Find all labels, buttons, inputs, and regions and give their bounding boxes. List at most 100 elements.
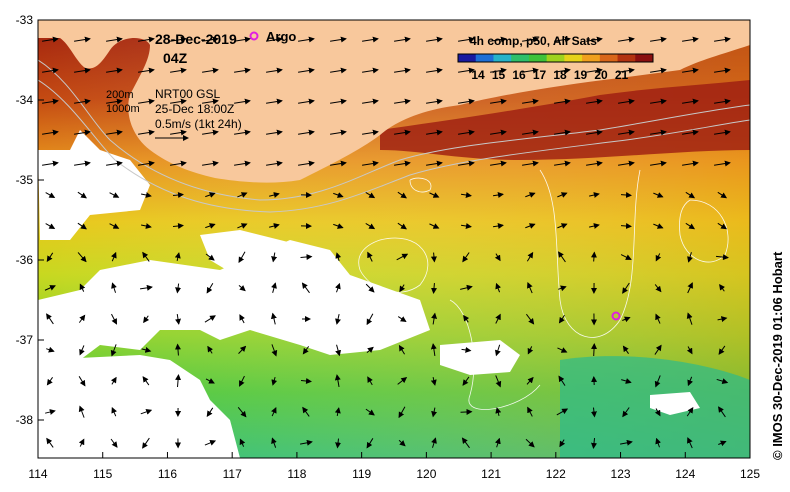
current-vector bbox=[686, 407, 694, 417]
velocity-scale-label: 0.5m/s (1kt 24h) bbox=[155, 117, 242, 131]
lon-tick-label: 118 bbox=[287, 467, 306, 481]
current-vector bbox=[682, 98, 699, 105]
lat-tick-label: -38 bbox=[16, 413, 34, 427]
current-vector bbox=[205, 378, 215, 384]
current-vector bbox=[362, 160, 379, 167]
current-vector bbox=[522, 98, 539, 105]
current-vector bbox=[655, 253, 662, 262]
current-vector bbox=[330, 36, 347, 43]
current-vector bbox=[650, 67, 667, 74]
current-vector bbox=[238, 251, 246, 264]
current-vector bbox=[46, 377, 53, 386]
current-vector bbox=[175, 374, 182, 388]
current-vector bbox=[717, 316, 728, 323]
current-vector bbox=[266, 67, 283, 74]
argo-float-marker bbox=[611, 311, 621, 321]
current-vector bbox=[490, 36, 507, 43]
current-vector bbox=[79, 283, 86, 292]
current-vector bbox=[399, 284, 406, 293]
current-vector bbox=[77, 222, 87, 230]
current-vector bbox=[362, 36, 379, 43]
current-vector bbox=[106, 36, 123, 43]
current-vector bbox=[111, 313, 117, 325]
current-vector bbox=[141, 192, 152, 198]
current-vector bbox=[266, 129, 283, 136]
colorbar-segment bbox=[528, 54, 548, 62]
lon-tick-label: 123 bbox=[611, 467, 631, 481]
current-vector bbox=[714, 36, 731, 43]
current-vector bbox=[714, 129, 731, 136]
current-vector bbox=[271, 252, 278, 263]
current-vector bbox=[300, 378, 312, 384]
current-vector bbox=[653, 223, 664, 229]
lon-tick-label: 117 bbox=[223, 467, 242, 481]
current-vector bbox=[170, 36, 187, 43]
current-vector bbox=[42, 36, 59, 43]
current-vector bbox=[618, 36, 635, 43]
current-vector bbox=[716, 378, 729, 385]
current-vector bbox=[335, 344, 342, 357]
current-vector bbox=[46, 437, 54, 448]
current-vector bbox=[397, 316, 407, 322]
current-vector bbox=[650, 129, 667, 136]
current-vector bbox=[45, 409, 56, 415]
current-vector bbox=[431, 407, 438, 418]
current-vector bbox=[111, 406, 117, 417]
current-vector bbox=[460, 223, 472, 229]
current-vector bbox=[458, 67, 475, 74]
current-vector bbox=[106, 129, 123, 136]
current-vector bbox=[109, 192, 120, 198]
current-vector bbox=[365, 222, 376, 230]
latitude-axis: -33 -34 -35 -36 -37 -38 bbox=[16, 13, 44, 427]
current-vector bbox=[138, 129, 155, 136]
current-vector bbox=[79, 345, 85, 356]
current-vector bbox=[170, 98, 187, 105]
colorbar-segment bbox=[564, 54, 583, 62]
current-vector bbox=[653, 192, 664, 198]
colorbar-segment bbox=[511, 54, 530, 62]
current-vector bbox=[394, 67, 411, 74]
current-vector bbox=[590, 407, 597, 418]
current-vector bbox=[431, 282, 437, 294]
current-vector bbox=[460, 408, 473, 415]
current-vector bbox=[335, 282, 341, 293]
current-vector bbox=[365, 408, 375, 416]
current-vector bbox=[298, 67, 315, 74]
current-vector bbox=[589, 223, 600, 229]
current-vector bbox=[687, 437, 693, 449]
current-vector bbox=[426, 129, 443, 136]
current-vector bbox=[74, 129, 91, 136]
current-vector bbox=[719, 283, 726, 292]
current-vector bbox=[77, 252, 87, 263]
current-vector bbox=[271, 282, 277, 293]
colorbar-tick-label: 15 bbox=[492, 68, 506, 82]
current-vector bbox=[234, 98, 251, 105]
current-vector bbox=[620, 223, 632, 229]
current-vector bbox=[558, 285, 567, 292]
current-vector bbox=[330, 67, 347, 74]
current-vector bbox=[398, 406, 406, 419]
current-vector bbox=[654, 284, 662, 293]
current-vector bbox=[138, 98, 155, 105]
current-vector bbox=[110, 438, 118, 448]
current-vector bbox=[142, 376, 150, 386]
current-vector bbox=[494, 253, 501, 262]
current-vector bbox=[650, 98, 667, 105]
colorbar-segment bbox=[458, 54, 477, 62]
current-vector bbox=[682, 36, 699, 43]
current-vector bbox=[717, 191, 728, 199]
current-vector bbox=[394, 129, 411, 136]
colorbar-tick-label: 14 bbox=[471, 68, 485, 82]
current-vector bbox=[270, 312, 277, 325]
current-vector bbox=[206, 283, 214, 294]
current-vector bbox=[45, 223, 56, 229]
current-vector bbox=[591, 437, 597, 449]
lat-tick-label: -36 bbox=[16, 253, 34, 267]
current-vector bbox=[715, 254, 729, 261]
current-vector bbox=[366, 313, 374, 326]
current-vector bbox=[621, 378, 632, 384]
current-vector bbox=[687, 376, 693, 387]
current-vector bbox=[554, 98, 571, 105]
current-vector bbox=[234, 36, 251, 43]
current-vector bbox=[525, 313, 535, 325]
